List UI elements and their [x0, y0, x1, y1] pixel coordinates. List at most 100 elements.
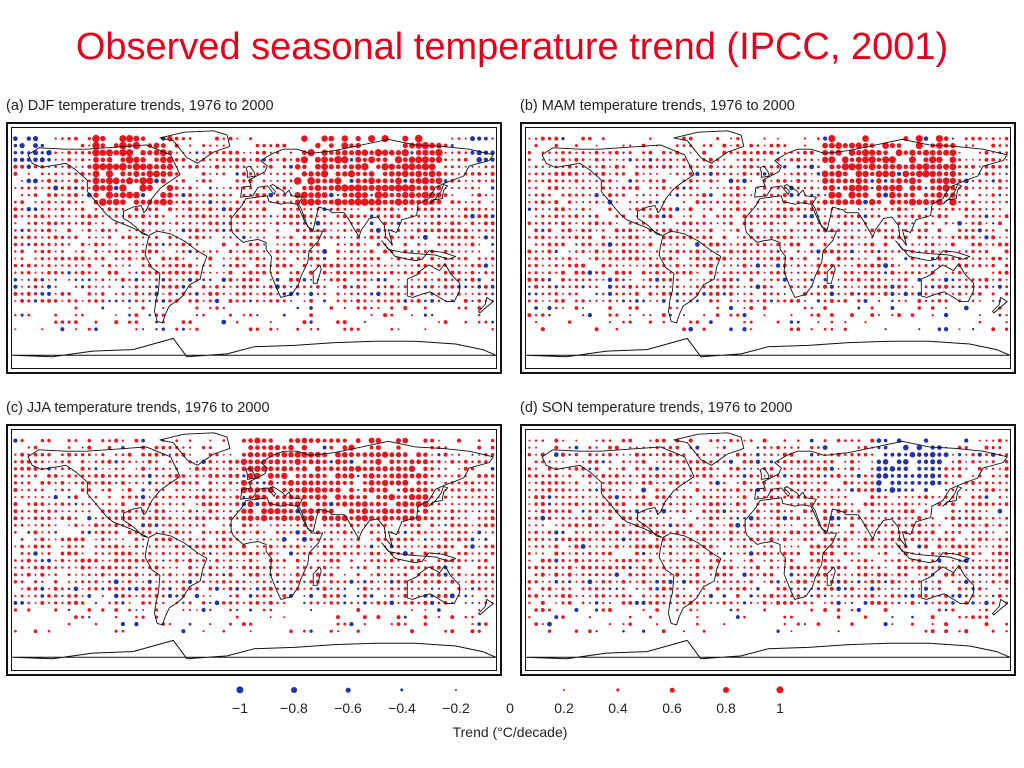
cooling-dot	[249, 299, 253, 303]
warming-dot	[554, 200, 559, 205]
warming-dot	[54, 502, 58, 506]
warming-dot	[394, 184, 403, 192]
warming-dot	[282, 495, 287, 500]
warming-dot	[168, 481, 172, 485]
warming-dot	[696, 271, 699, 274]
warming-dot	[541, 439, 545, 442]
warming-dot	[554, 136, 559, 141]
warming-dot	[608, 445, 612, 450]
warming-dot	[168, 552, 172, 555]
warming-dot	[356, 242, 361, 247]
warming-dot	[255, 515, 260, 521]
warming-dot	[762, 438, 767, 443]
warming-dot	[20, 264, 24, 268]
warming-dot	[87, 214, 92, 219]
warming-dot	[154, 207, 159, 211]
warming-dot	[381, 163, 389, 171]
warming-dot	[534, 207, 538, 211]
warming-dot	[20, 495, 24, 499]
warming-dot	[356, 298, 361, 303]
warming-dot	[128, 292, 131, 295]
warming-dot	[348, 473, 355, 479]
warming-dot	[541, 285, 545, 289]
cooling-dot	[478, 271, 481, 274]
warming-dot	[375, 198, 382, 206]
warming-dot	[648, 164, 653, 169]
warming-dot	[776, 193, 780, 197]
warming-dot	[182, 538, 185, 541]
warming-dot	[615, 292, 619, 296]
warming-dot	[81, 580, 85, 584]
warming-dot	[363, 622, 367, 626]
warming-dot	[470, 579, 475, 584]
warming-dot	[477, 179, 481, 183]
cooling-dot	[27, 278, 30, 281]
warming-dot	[416, 558, 421, 563]
warming-dot	[964, 165, 969, 169]
warming-dot	[965, 222, 968, 225]
warming-dot	[443, 270, 448, 275]
warming-dot	[256, 524, 259, 527]
warming-dot	[796, 221, 800, 225]
warming-dot	[335, 501, 341, 507]
warming-dot	[782, 263, 787, 268]
warming-dot	[843, 327, 847, 331]
warming-dot	[262, 545, 266, 548]
warming-dot	[139, 163, 147, 171]
warming-dot	[484, 531, 487, 534]
cooling-dot	[857, 292, 861, 296]
warming-dot	[729, 243, 733, 246]
warming-dot	[817, 453, 820, 457]
warming-dot	[376, 516, 381, 521]
warming-dot	[782, 214, 787, 219]
warming-dot	[528, 257, 531, 260]
warming-dot	[830, 327, 834, 331]
warming-dot	[188, 193, 193, 198]
cooling-dot	[236, 608, 239, 612]
warming-dot	[668, 165, 673, 169]
warming-dot	[423, 487, 428, 493]
cooling-dot	[998, 151, 1002, 155]
warming-dot	[94, 278, 98, 281]
cooling-dot	[803, 299, 807, 302]
cooling-dot	[547, 278, 552, 282]
warming-dot	[106, 157, 113, 163]
warming-dot	[450, 558, 455, 563]
warming-dot	[119, 163, 127, 171]
cooling-dot	[688, 326, 693, 332]
warming-dot	[971, 257, 975, 260]
warming-dot	[655, 263, 659, 268]
warming-dot	[649, 439, 652, 442]
cooling-dot	[33, 299, 38, 303]
warming-dot	[195, 488, 198, 492]
warming-dot	[457, 509, 461, 513]
cooling-dot	[930, 256, 935, 261]
warming-dot	[451, 158, 454, 161]
warming-dot	[309, 250, 313, 253]
warming-dot	[675, 271, 679, 275]
coastline-japan	[428, 486, 449, 507]
warming-dot	[160, 170, 167, 177]
warming-dot	[247, 451, 254, 458]
warming-dot	[94, 299, 98, 303]
warming-dot	[276, 566, 279, 569]
warming-dot	[471, 502, 474, 506]
warming-dot	[215, 453, 219, 457]
warming-dot	[648, 214, 653, 219]
map-frame	[6, 424, 502, 676]
coastline-north-america	[541, 144, 695, 236]
warming-dot	[13, 474, 18, 478]
warming-dot	[702, 235, 706, 240]
warming-dot	[47, 523, 51, 527]
warming-dot	[601, 453, 605, 457]
cooling-dot	[809, 452, 814, 457]
warming-dot	[40, 242, 44, 247]
warming-dot	[816, 228, 821, 233]
warming-dot	[256, 292, 259, 295]
warming-dot	[276, 328, 279, 331]
warming-dot	[555, 158, 558, 162]
warming-dot	[282, 165, 286, 169]
warming-dot	[47, 270, 51, 275]
warming-dot	[134, 572, 139, 577]
warming-dot	[148, 601, 152, 605]
